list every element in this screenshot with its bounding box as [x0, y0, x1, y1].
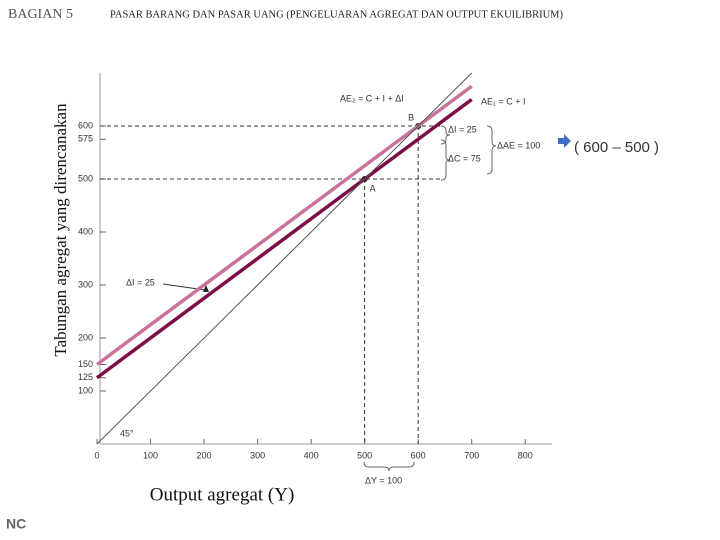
annotation: ΔI = 25 [448, 124, 477, 134]
x-tick-label: 700 [464, 450, 479, 460]
legend-label: 45° [120, 428, 134, 438]
y-tick-label: 200 [78, 332, 93, 342]
delta-marker [203, 285, 209, 292]
series-line [96, 72, 473, 445]
y-tick-label: 400 [78, 226, 93, 236]
y-tick-label: 150 [78, 359, 93, 369]
point-label: A [370, 183, 376, 193]
brace [486, 125, 497, 175]
y-tick-label: 500 [78, 173, 93, 183]
x-tick-label: 500 [357, 450, 372, 460]
point-label: B [408, 112, 414, 122]
x-tick-label: 100 [143, 450, 158, 460]
note-text: ( 600 – 500 ) [574, 139, 659, 156]
y-tick-label: 125 [78, 372, 93, 382]
annotation: ΔY = 100 [365, 475, 402, 485]
x-tick-label: 200 [197, 450, 212, 460]
annotation: ΔI = 25 [126, 277, 155, 287]
x-tick-label: 300 [250, 450, 265, 460]
chart-title: PASAR BARANG DAN PASAR UANG (PENGELUARAN… [110, 9, 564, 20]
y-axis-label: Tabungan agregat yang direncanakan [51, 103, 70, 357]
brace [440, 125, 451, 145]
x-tick-label: 600 [411, 450, 426, 460]
section-header: BAGIAN 5 [8, 7, 73, 22]
legend-label: AE₁ = C + I [481, 96, 526, 106]
footer-text: NC [6, 516, 26, 532]
y-tick-label: 575 [78, 134, 93, 144]
y-tick-label: 100 [78, 385, 93, 395]
y-tick-label: 300 [78, 279, 93, 289]
x-axis-label: Output agregat (Y) [150, 484, 295, 505]
x-tick-label: 400 [304, 450, 319, 460]
x-tick-label: 0 [94, 450, 99, 460]
annotation: ΔC = 75 [448, 153, 481, 163]
y-tick-label: 600 [78, 120, 93, 130]
arrow-icon [558, 134, 571, 148]
legend-label: AE₂ = C + I + ΔI [340, 93, 404, 103]
series-line [95, 84, 473, 366]
brace [440, 139, 451, 181]
x-tick-label: 800 [518, 450, 533, 460]
series-line [95, 98, 473, 380]
annotation: ΔAE = 100 [497, 140, 540, 150]
brace [363, 461, 415, 472]
